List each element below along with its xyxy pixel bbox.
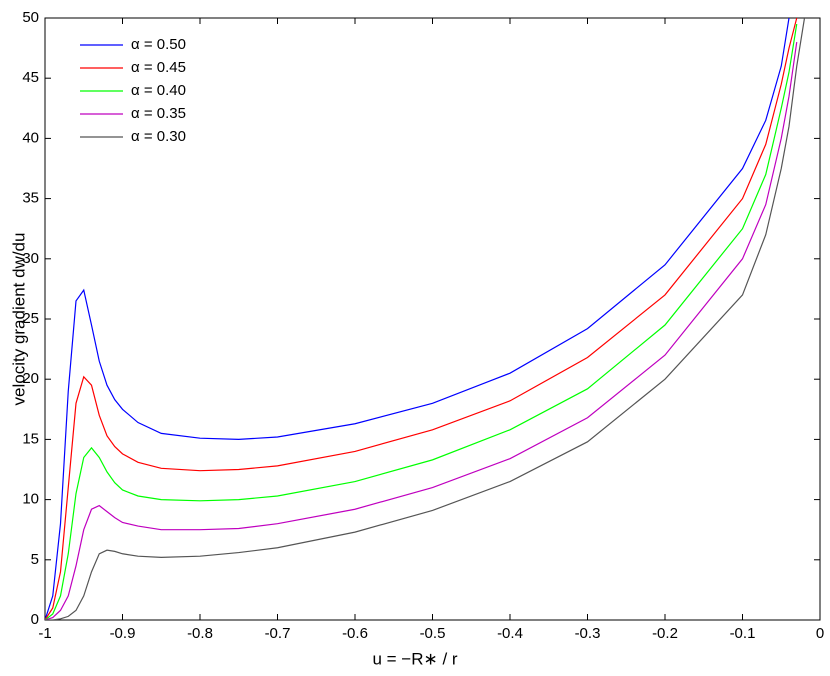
x-tick-label: -1 — [38, 625, 51, 642]
line — [45, 18, 790, 620]
x-axis-label: u = −R∗ / r — [372, 649, 457, 668]
legend-label: α = 0.50 — [131, 36, 186, 53]
x-tick-label: 0 — [816, 625, 824, 642]
y-tick-label: 0 — [31, 611, 39, 628]
x-tick-label: -0.1 — [730, 625, 756, 642]
line — [45, 18, 806, 620]
y-tick-label: 40 — [22, 129, 39, 146]
y-tick-label: 30 — [22, 250, 39, 267]
legend-label: α = 0.40 — [131, 82, 186, 99]
x-tick-label: -0.8 — [187, 625, 213, 642]
x-tick-label: -0.2 — [652, 625, 678, 642]
y-axis-label: velocity gradient dw/du — [9, 233, 28, 406]
line — [45, 41, 798, 620]
y-tick-label: 50 — [22, 9, 39, 26]
y-tick-label: 45 — [22, 69, 39, 86]
y-tick-label: 20 — [22, 370, 39, 387]
y-tick-label: 15 — [22, 430, 39, 447]
x-tick-label: -0.4 — [497, 625, 523, 642]
x-tick-label: -0.5 — [420, 625, 446, 642]
x-tick-label: -0.9 — [110, 625, 136, 642]
x-tick-label: -0.6 — [342, 625, 368, 642]
line — [45, 18, 798, 620]
legend-label: α = 0.35 — [131, 105, 186, 122]
y-tick-label: 5 — [31, 551, 39, 568]
line — [45, 23, 798, 620]
y-tick-label: 35 — [22, 190, 39, 207]
x-tick-label: -0.3 — [575, 625, 601, 642]
y-tick-label: 10 — [22, 491, 39, 508]
x-tick-label: -0.7 — [265, 625, 291, 642]
legend-label: α = 0.30 — [131, 128, 186, 145]
legend-label: α = 0.45 — [131, 59, 186, 76]
y-tick-label: 25 — [22, 310, 39, 327]
